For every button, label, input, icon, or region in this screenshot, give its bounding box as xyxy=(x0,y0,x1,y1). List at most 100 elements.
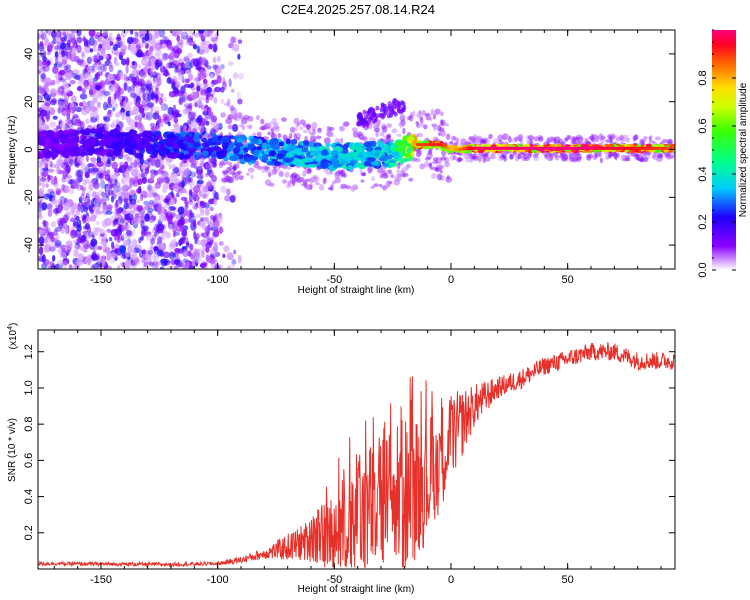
ridge-blob xyxy=(262,155,268,162)
streak-blob xyxy=(387,101,392,106)
halo-blob xyxy=(379,173,383,179)
ridge-blob xyxy=(192,142,201,148)
noise-blob xyxy=(210,37,216,42)
noise-blob xyxy=(196,45,200,54)
noise-blob xyxy=(61,108,68,117)
ridge-blob xyxy=(285,158,291,163)
halo-blob xyxy=(334,177,341,184)
noise-blob xyxy=(110,99,116,104)
noise-blob xyxy=(110,229,118,237)
noise-blob xyxy=(115,182,121,189)
noise-blob xyxy=(39,162,44,170)
ridge-blob xyxy=(394,141,404,147)
noise-blob xyxy=(209,36,217,41)
ridge-blob xyxy=(330,155,338,163)
halo-blob xyxy=(449,140,454,145)
noise-blob xyxy=(175,89,181,95)
noise-blob xyxy=(162,251,170,259)
noise-blob xyxy=(208,111,214,118)
noise-blob xyxy=(237,98,243,105)
noise-blob xyxy=(138,107,145,114)
noise-blob xyxy=(178,97,183,106)
noise-blob xyxy=(214,86,221,93)
noise-blob xyxy=(42,56,47,62)
noise-blob xyxy=(64,225,69,235)
ridge-blob xyxy=(365,146,374,152)
noise-blob xyxy=(200,96,206,101)
noise-blob xyxy=(213,43,218,53)
noise-blob xyxy=(231,259,237,265)
ridge-blob xyxy=(180,131,187,138)
noise-blob xyxy=(47,235,51,244)
noise-blob xyxy=(82,35,86,42)
halo-blob xyxy=(639,157,645,163)
halo-blob xyxy=(241,125,245,131)
ridge-blob xyxy=(93,148,102,154)
noise-blob xyxy=(170,191,174,196)
noise-blob xyxy=(103,123,108,128)
noise-blob xyxy=(166,77,172,84)
halo-blob xyxy=(256,114,260,121)
noise-blob xyxy=(210,236,216,240)
noise-blob xyxy=(173,59,179,65)
halo-blob xyxy=(472,153,477,160)
noise-blob xyxy=(149,199,154,205)
noise-blob xyxy=(131,61,136,66)
noise-blob xyxy=(205,120,210,126)
ridge-blob xyxy=(342,143,349,150)
halo-blob xyxy=(246,172,250,176)
noise-blob xyxy=(100,180,106,189)
halo-blob xyxy=(381,125,388,133)
noise-blob xyxy=(190,91,198,100)
noise-blob xyxy=(222,253,226,258)
ridge-blob xyxy=(247,143,256,150)
ridge-blob xyxy=(290,139,298,145)
halo-blob xyxy=(238,175,244,181)
noise-blob xyxy=(120,235,125,241)
noise-blob xyxy=(150,244,154,252)
noise-blob xyxy=(91,88,96,95)
noise-blob xyxy=(95,31,101,38)
noise-blob xyxy=(112,218,120,226)
ridge-blob xyxy=(268,150,277,157)
noise-blob xyxy=(206,86,213,94)
halo-blob xyxy=(315,182,320,186)
halo-blob xyxy=(317,127,322,134)
noise-blob xyxy=(115,74,121,81)
noise-blob xyxy=(170,211,176,216)
noise-blob xyxy=(131,37,139,45)
noise-blob xyxy=(197,115,203,123)
noise-blob xyxy=(200,206,205,216)
noise-blob xyxy=(70,37,77,44)
noise-blob xyxy=(150,157,156,165)
halo-blob xyxy=(222,177,227,184)
noise-blob xyxy=(38,86,44,95)
noise-blob xyxy=(143,159,151,165)
noise-blob xyxy=(49,160,53,168)
noise-blob xyxy=(205,226,210,232)
noise-blob xyxy=(91,68,95,73)
halo-blob xyxy=(386,180,391,188)
halo-blob xyxy=(564,138,568,143)
noise-blob xyxy=(167,121,171,127)
noise-blob xyxy=(205,163,213,170)
ridge-blob xyxy=(286,145,293,152)
halo-blob xyxy=(431,172,437,179)
ridge-blob xyxy=(59,133,68,139)
halo-blob xyxy=(426,116,432,121)
ridge-blob xyxy=(404,153,412,158)
noise-blob xyxy=(61,58,68,65)
noise-blob xyxy=(154,83,160,91)
noise-blob xyxy=(142,67,148,72)
noise-blob xyxy=(129,176,135,183)
noise-blob xyxy=(175,64,179,73)
noise-blob xyxy=(87,257,91,266)
halo-blob xyxy=(302,170,307,177)
noise-blob xyxy=(72,180,78,190)
noise-blob xyxy=(158,30,165,38)
noise-blob xyxy=(79,93,88,100)
ridge-blob xyxy=(398,159,406,164)
noise-blob xyxy=(191,257,195,266)
noise-blob xyxy=(183,162,190,168)
noise-blob xyxy=(137,49,142,58)
